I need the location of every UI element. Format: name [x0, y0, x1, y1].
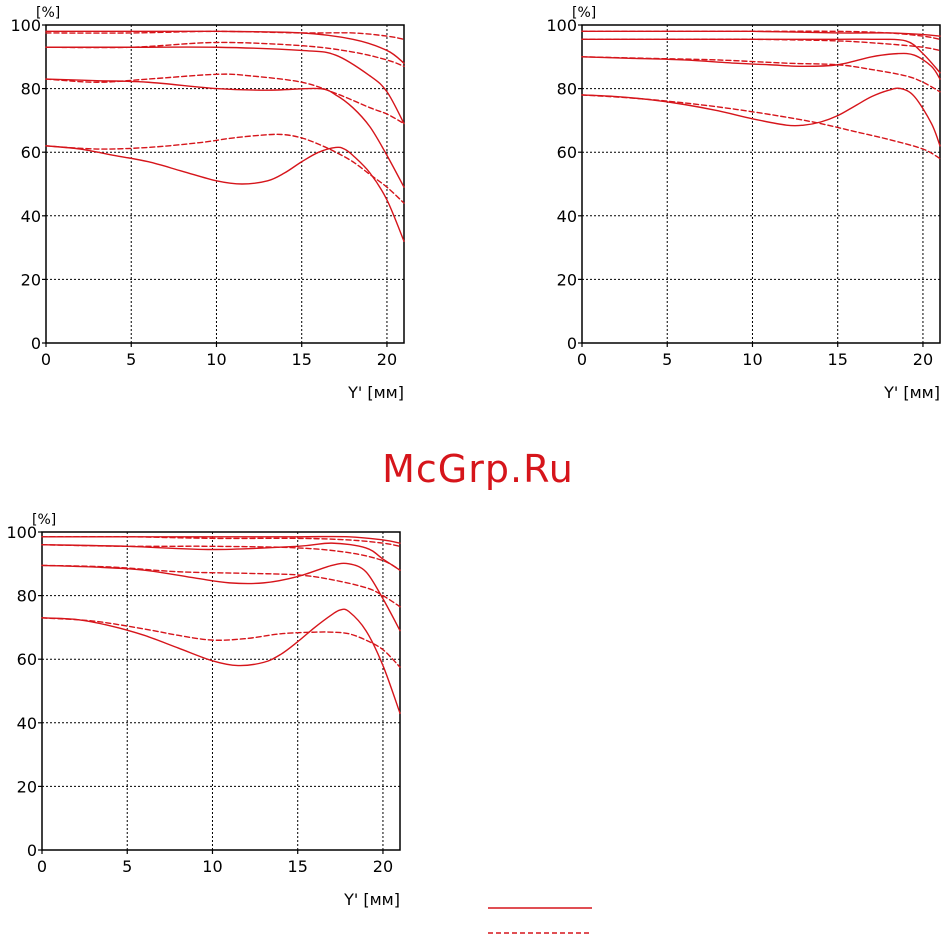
x-tick-label: 20 — [377, 350, 397, 369]
plot-frame — [581, 24, 941, 344]
y-tick-label: 0 — [567, 334, 577, 353]
y-tick-label: 0 — [31, 334, 41, 353]
plot-frame — [45, 24, 405, 344]
x-tick-label: 0 — [41, 350, 51, 369]
x-tick-label: 5 — [662, 350, 672, 369]
y-unit-label: [%] — [32, 512, 56, 528]
mtf-curve-dashed — [581, 38, 941, 52]
mtf-curve-dashed — [581, 94, 941, 160]
mtf-curve-dashed — [41, 617, 401, 668]
legend — [488, 907, 592, 934]
x-unit-label: Y' [мм] — [883, 383, 940, 402]
y-tick-label: 60 — [21, 143, 41, 162]
y-unit-label: [%] — [572, 5, 596, 21]
y-tick-label: 0 — [27, 841, 37, 860]
mtf-curve-solid — [45, 145, 405, 242]
x-tick-label: 5 — [126, 350, 136, 369]
y-tick-label: 80 — [21, 80, 41, 99]
x-tick-label: 0 — [37, 857, 47, 876]
mtf-curve-solid — [41, 608, 401, 714]
x-tick-label: 10 — [742, 350, 762, 369]
mtf-chart-top-left: 0 20 40 60 80 100 0 5 10 15 20 [%] Y' [мм] — [10, 5, 405, 402]
y-tick-label: 80 — [557, 80, 577, 99]
x-tick-label: 10 — [206, 350, 226, 369]
x-tick-label: 5 — [122, 857, 132, 876]
mtf-curve-solid — [41, 562, 401, 632]
y-tick-label: 40 — [17, 714, 37, 733]
x-tick-label: 15 — [288, 857, 308, 876]
y-unit-label: [%] — [36, 5, 60, 21]
x-tick-label: 20 — [373, 857, 393, 876]
mtf-curve-solid — [581, 87, 941, 147]
mtf-curve-dashed — [581, 56, 941, 93]
y-tick-label: 40 — [21, 207, 41, 226]
mtf-curve-dashed — [45, 30, 405, 41]
y-tick-label: 20 — [17, 777, 37, 796]
y-tick-label: 20 — [21, 270, 41, 289]
x-unit-label: Y' [мм] — [347, 383, 404, 402]
y-tick-label: 60 — [557, 143, 577, 162]
y-tick-label: 60 — [17, 650, 37, 669]
x-tick-label: 0 — [577, 350, 587, 369]
watermark-text: McGrp.Ru — [382, 447, 574, 491]
mtf-curve-dashed — [41, 544, 401, 571]
y-tick-label: 100 — [10, 16, 41, 35]
x-tick-label: 10 — [202, 857, 222, 876]
y-tick-label: 80 — [17, 587, 37, 606]
mtf-curve-solid — [45, 78, 405, 188]
x-tick-label: 15 — [828, 350, 848, 369]
mtf-curve-dashed — [45, 41, 405, 68]
mtf-curve-solid — [41, 542, 401, 571]
plot-frame — [41, 531, 401, 851]
y-tick-label: 100 — [6, 523, 37, 542]
y-tick-label: 100 — [546, 16, 577, 35]
y-tick-label: 20 — [557, 270, 577, 289]
x-tick-label: 20 — [913, 350, 933, 369]
mtf-curve-dashed — [41, 564, 401, 608]
mtf-curve-dashed — [41, 535, 401, 548]
mtf-curve-dashed — [581, 30, 941, 41]
mtf-chart-top-right: 0 20 40 60 80 100 0 5 10 15 20 [%] Y' [мм] — [546, 5, 941, 402]
x-unit-label: Y' [мм] — [343, 890, 400, 909]
mtf-curve-dashed — [45, 133, 405, 204]
x-tick-label: 15 — [292, 350, 312, 369]
mtf-curve-solid — [45, 46, 405, 125]
mtf-curve-solid — [581, 52, 941, 80]
y-tick-label: 40 — [557, 207, 577, 226]
mtf-chart-bottom-left: 0 20 40 60 80 100 0 5 10 15 20 [%] Y' [мм] — [6, 512, 401, 909]
mtf-curve-dashed — [45, 73, 405, 125]
